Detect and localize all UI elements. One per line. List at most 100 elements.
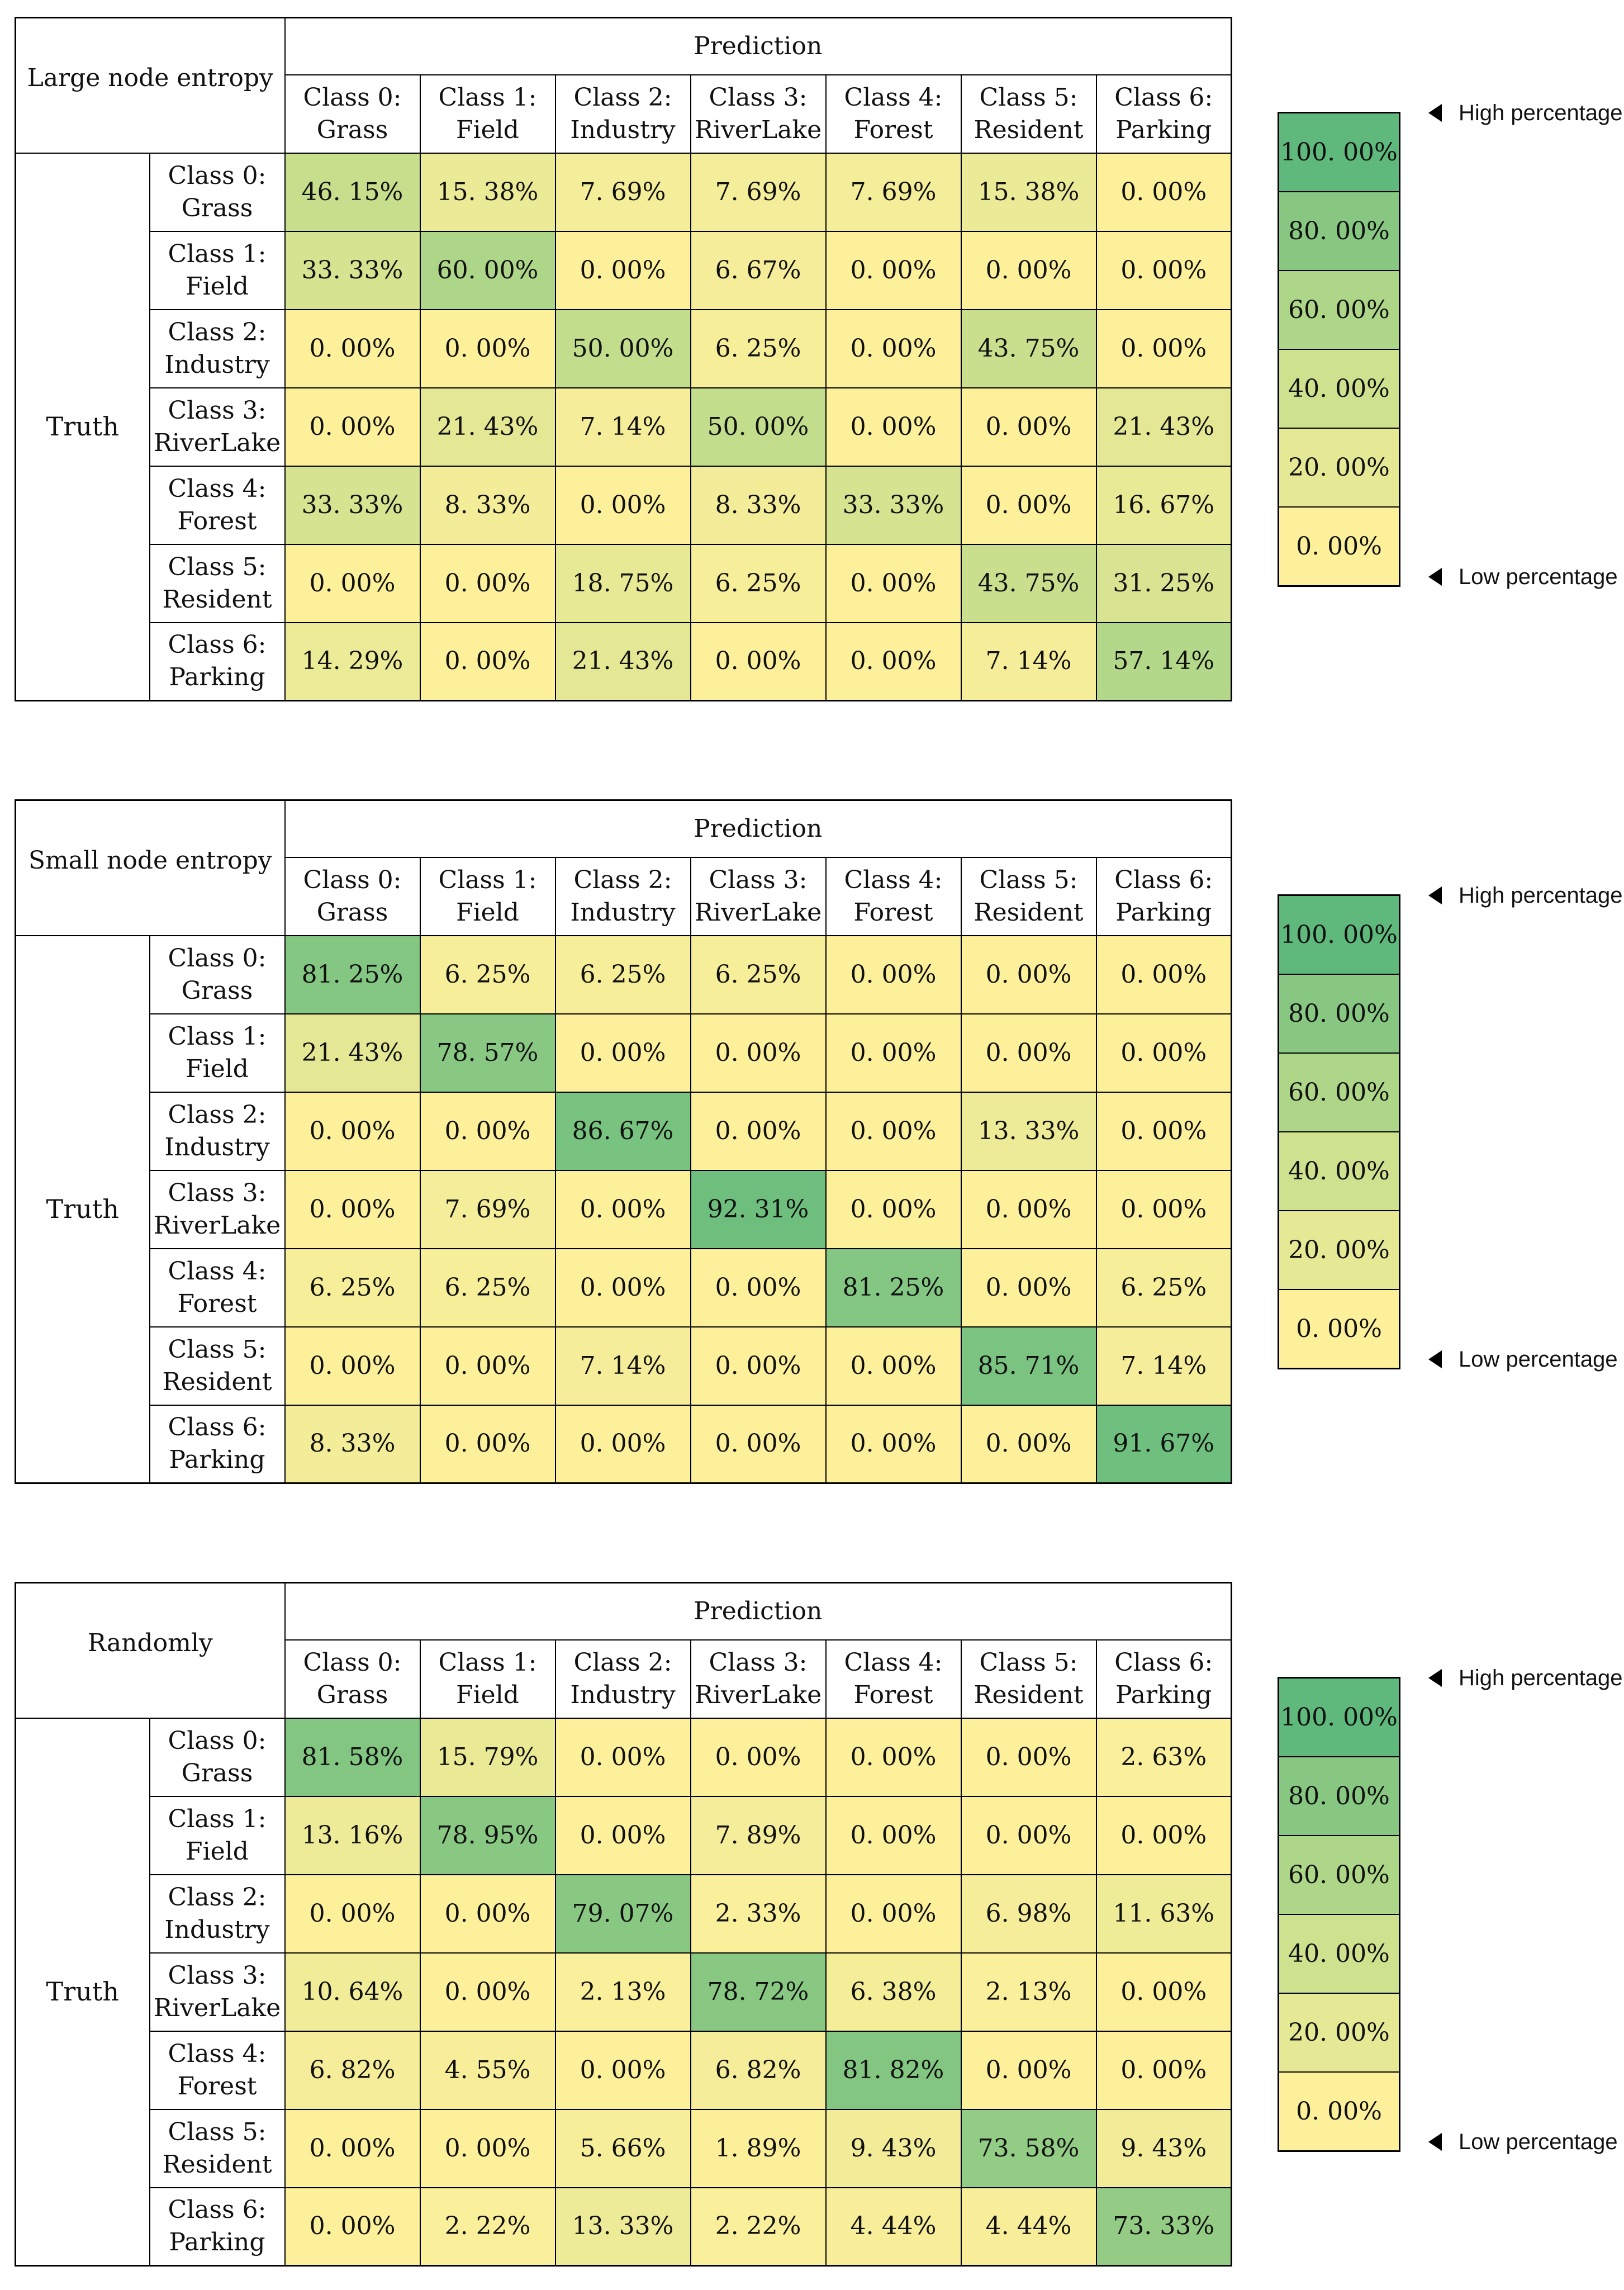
matrix-row-class-5: Class 5: Resident 0. 00% 0. 00% 5. 66% 1. 89%… xyxy=(16,2108,1232,2188)
column-header-class-5: Class 5: Resident xyxy=(960,856,1097,936)
colorbar-step: 0. 00% xyxy=(1278,2071,1400,2152)
matrix-cell-r4-c3: 8. 33% xyxy=(690,465,827,545)
matrix-cell-r0-c2: 7. 69% xyxy=(554,152,691,232)
matrix-cell-r5-c2: 7. 14% xyxy=(554,1326,691,1406)
matrix-cell-r6-c4: 0. 00% xyxy=(825,1404,962,1484)
row-header-class-4: Class 4: Forest xyxy=(149,465,286,545)
colorbar-step: 60. 00% xyxy=(1278,1835,1400,1915)
matrix-cell-r2-c5: 6. 98% xyxy=(960,1874,1097,1954)
matrix-cell-r5-c0: 0. 00% xyxy=(284,1326,421,1406)
panel-small-node-entropy: Small node entropy Prediction Class 0: Gras… xyxy=(15,799,1624,1487)
matrix-row-class-1: Class 1: Field 21. 43% 78. 57% 0. 00% 0. 00% 0… xyxy=(16,1013,1232,1093)
header-row-classes: Class 0: Grass Class 1: Field Class 2: Indust… xyxy=(16,1639,1232,1719)
class-index-label: Class 0: xyxy=(303,865,402,894)
header-row-classes: Class 0: Grass Class 1: Field Class 2: Indust… xyxy=(16,856,1232,936)
matrix-cell-r0-c6: 0. 00% xyxy=(1095,935,1232,1014)
panel-large-node-entropy: Large node entropy Prediction Class 0: Gras… xyxy=(15,17,1624,704)
colorbar-step: 0. 00% xyxy=(1278,506,1400,587)
class-name-label: RiverLake xyxy=(694,1680,822,1709)
matrix-row-class-4: Class 4: Forest 6. 82% 4. 55% 0. 00% 6. 82% 81… xyxy=(16,2030,1232,2110)
class-name-label: Grass xyxy=(181,976,253,1005)
matrix-cell-r2-c2: 86. 67% xyxy=(554,1091,691,1171)
matrix-row-class-4: Class 4: Forest 33. 33% 8. 33% 0. 00% 8. 33% 3… xyxy=(16,465,1232,545)
matrix-cell-r6-c4: 0. 00% xyxy=(825,622,962,701)
class-name-label: Grass xyxy=(316,898,388,927)
matrix-cell-r1-c5: 0. 00% xyxy=(960,1013,1097,1093)
column-header-class-3: Class 3: RiverLake xyxy=(690,856,827,936)
confusion-matrix: Randomly Prediction Class 0: Grass Class 1: F… xyxy=(15,1582,1232,2267)
matrix-cell-r6-c0: 0. 00% xyxy=(284,2187,421,2267)
colorbar-step: 80. 00% xyxy=(1278,191,1400,271)
matrix-cell-r6-c1: 0. 00% xyxy=(419,622,556,701)
column-header-class-0: Class 0: Grass xyxy=(284,1639,421,1719)
class-index-label: Class 6: xyxy=(168,630,267,660)
class-name-label: Forest xyxy=(177,2071,257,2101)
matrix-cell-r2-c1: 0. 00% xyxy=(419,1091,556,1171)
matrix-cell-r1-c3: 6. 67% xyxy=(690,230,827,310)
matrix-cell-r1-c6: 0. 00% xyxy=(1095,230,1232,310)
row-header-class-5: Class 5: Resident xyxy=(149,1326,286,1406)
matrix-cell-r6-c0: 14. 29% xyxy=(284,622,421,701)
matrix-cell-r0-c5: 0. 00% xyxy=(960,935,1097,1014)
matrix-cell-r1-c0: 33. 33% xyxy=(284,230,421,310)
class-index-label: Class 6: xyxy=(1114,1648,1213,1677)
matrix-cell-r1-c4: 0. 00% xyxy=(825,230,962,310)
matrix-cell-r5-c0: 0. 00% xyxy=(284,2108,421,2188)
class-name-label: Industry xyxy=(570,115,676,144)
matrix-cell-r1-c6: 0. 00% xyxy=(1095,1013,1232,1093)
colorbar-step: 80. 00% xyxy=(1278,1756,1400,1836)
matrix-cell-r3-c3: 50. 00% xyxy=(690,387,827,467)
matrix-cell-r1-c2: 0. 00% xyxy=(554,1795,691,1875)
matrix-cell-r6-c5: 4. 44% xyxy=(960,2187,1097,2267)
matrix-cell-r5-c6: 7. 14% xyxy=(1095,1326,1232,1406)
colorbar-step: 40. 00% xyxy=(1278,1914,1400,1994)
class-index-label: Class 2: xyxy=(168,1100,267,1129)
matrix-cell-r6-c6: 57. 14% xyxy=(1095,622,1232,701)
high-percentage-label: High percentage xyxy=(1459,100,1623,125)
confusion-matrix: Large node entropy Prediction Class 0: Gras… xyxy=(15,17,1232,701)
class-name-label: RiverLake xyxy=(694,115,822,144)
colorbar-step: 100. 00% xyxy=(1278,894,1400,975)
class-index-label: Class 1: xyxy=(438,1648,537,1677)
matrix-cell-r4-c6: 6. 25% xyxy=(1095,1248,1232,1327)
matrix-cell-r4-c3: 6. 82% xyxy=(690,2030,827,2110)
matrix-cell-r4-c1: 6. 25% xyxy=(419,1248,556,1327)
matrix-cell-r6-c3: 0. 00% xyxy=(690,622,827,701)
class-index-label: Class 2: xyxy=(168,1883,267,1912)
high-percentage-label: High percentage xyxy=(1459,1665,1623,1690)
header-row-classes: Class 0: Grass Class 1: Field Class 2: Indust… xyxy=(16,74,1232,154)
matrix-cell-r3-c2: 2. 13% xyxy=(554,1952,691,2032)
class-name-label: Field xyxy=(456,115,519,144)
class-index-label: Class 3: xyxy=(168,1178,267,1207)
row-header-class-6: Class 6: Parking xyxy=(149,2187,286,2267)
matrix-cell-r2-c2: 50. 00% xyxy=(554,309,691,388)
matrix-cell-r0-c0: 81. 58% xyxy=(284,1717,421,1797)
matrix-row-class-6: Class 6: Parking 0. 00% 2. 22% 13. 33% 2. 22%… xyxy=(16,2187,1232,2267)
matrix-row-class-1: Class 1: Field 13. 16% 78. 95% 0. 00% 7. 89% 0… xyxy=(16,1795,1232,1875)
high-percentage-label: High percentage xyxy=(1459,883,1623,908)
class-index-label: Class 6: xyxy=(168,1413,267,1442)
triangle-left-icon xyxy=(1428,886,1442,905)
matrix-cell-r2-c6: 0. 00% xyxy=(1095,1091,1232,1171)
matrix-cell-r6-c6: 73. 33% xyxy=(1095,2187,1232,2267)
matrix-cell-r4-c6: 16. 67% xyxy=(1095,465,1232,545)
colorbar-step: 100. 00% xyxy=(1278,112,1400,192)
matrix-cell-r2-c1: 0. 00% xyxy=(419,309,556,388)
class-name-label: Resident xyxy=(162,2150,272,2179)
class-name-label: Forest xyxy=(853,1680,933,1709)
class-name-label: Parking xyxy=(1115,115,1212,144)
header-row-prediction: Small node entropy Prediction xyxy=(15,799,1232,936)
matrix-cell-r6-c1: 0. 00% xyxy=(419,1404,556,1484)
class-index-label: Class 0: xyxy=(168,161,267,190)
colorbar-step: 0. 00% xyxy=(1278,1289,1400,1369)
matrix-cell-r2-c4: 0. 00% xyxy=(825,1874,962,1954)
class-index-label: Class 0: xyxy=(168,944,267,973)
colorbar-high-marker: High percentage xyxy=(1428,882,1623,908)
matrix-cell-r3-c4: 0. 00% xyxy=(825,1169,962,1249)
matrix-cell-r6-c3: 0. 00% xyxy=(690,1404,827,1484)
matrix-cell-r3-c2: 0. 00% xyxy=(554,1169,691,1249)
class-name-label: Forest xyxy=(177,1289,257,1318)
matrix-title: Randomly xyxy=(15,1582,286,1719)
row-header-class-3: Class 3: RiverLake xyxy=(149,1169,286,1249)
class-index-label: Class 4: xyxy=(168,474,267,503)
